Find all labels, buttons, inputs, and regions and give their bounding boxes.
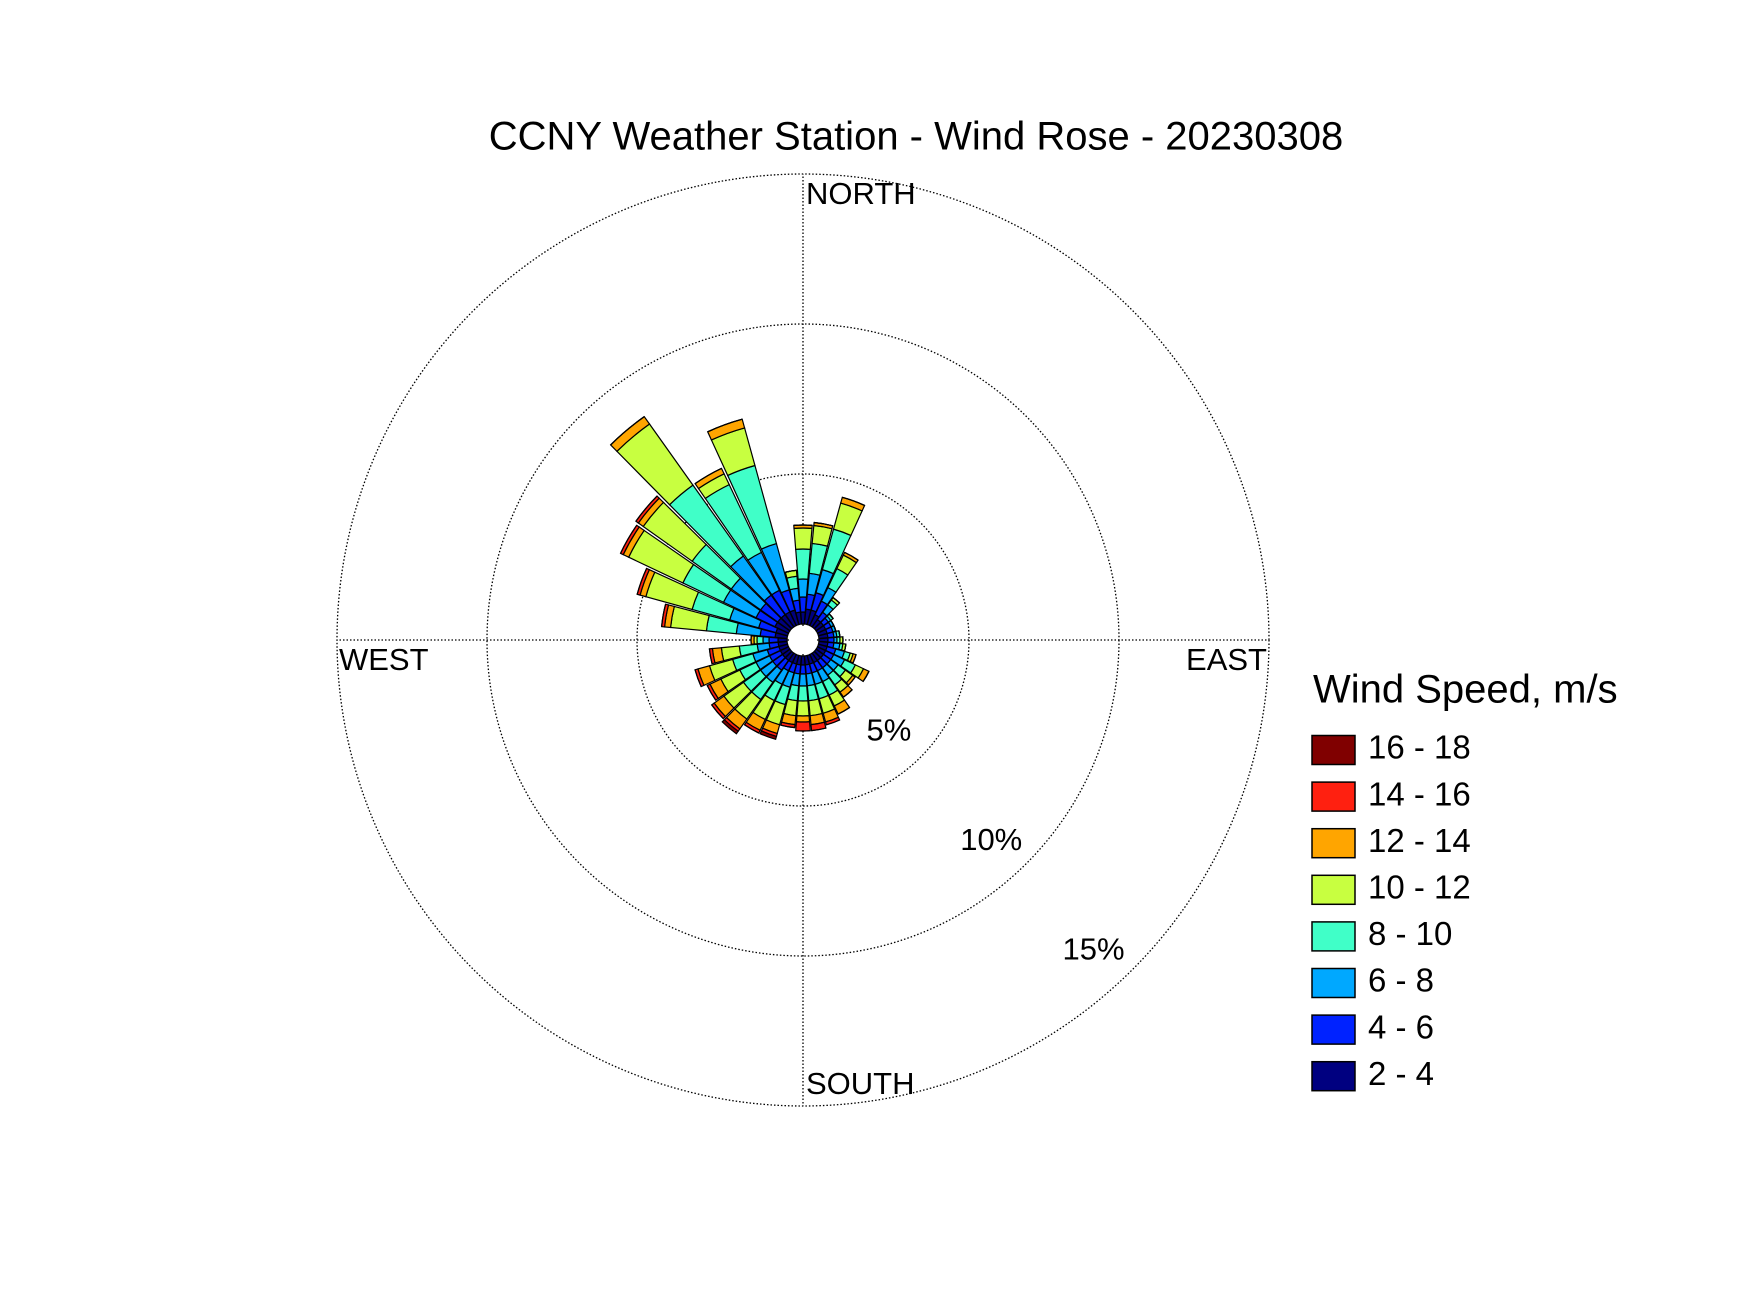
direction-label: EAST — [1186, 642, 1267, 677]
wind-segment — [844, 643, 847, 651]
wind-segment — [826, 719, 840, 726]
wind-segment — [711, 704, 724, 720]
legend-label: 2 - 4 — [1368, 1055, 1434, 1092]
legend-swatch — [1311, 967, 1356, 999]
wind-segment — [636, 568, 648, 595]
wind-segment — [795, 721, 811, 732]
direction-label: NORTH — [806, 176, 916, 211]
wind-segment — [795, 715, 811, 723]
direction-label: WEST — [339, 642, 429, 677]
legend-swatch — [1311, 781, 1356, 812]
center-hole — [789, 626, 817, 654]
wind-segment — [756, 635, 764, 645]
chart-title: CCNY Weather Station - Wind Rose - 20230… — [489, 115, 1344, 159]
legend-label: 8 - 10 — [1368, 915, 1452, 952]
wind-segment — [694, 467, 722, 485]
wind-segment — [610, 416, 645, 446]
legend-swatch — [1311, 921, 1356, 952]
wind-segment — [843, 689, 853, 698]
legend-swatch — [1311, 827, 1356, 859]
legend-label: 12 - 14 — [1368, 822, 1471, 859]
wind-segment — [795, 548, 811, 580]
wind-segment — [827, 636, 835, 644]
legend-label: 14 - 16 — [1368, 775, 1471, 812]
wind-segment — [793, 527, 813, 550]
legend-swatch — [1311, 1014, 1356, 1045]
wind-segment — [798, 673, 808, 687]
wind-segment — [635, 495, 658, 522]
radial-tick-label: 5% — [867, 712, 912, 747]
legend-label: 16 - 18 — [1368, 729, 1471, 766]
wind-segment — [780, 724, 795, 729]
legend-swatch — [1311, 1060, 1356, 1092]
wind-segment — [796, 700, 810, 717]
radial-tick-label: 10% — [960, 822, 1022, 857]
wind-segment — [814, 521, 833, 527]
wind-segment — [759, 730, 778, 741]
legend-label: 6 - 8 — [1368, 962, 1434, 999]
legend-swatch — [1311, 874, 1356, 906]
radial-tick-label: 15% — [1063, 932, 1125, 967]
wind-segment — [721, 718, 739, 735]
wind-segment — [837, 707, 850, 715]
wind-segment — [619, 524, 638, 554]
direction-label: SOUTH — [806, 1066, 915, 1101]
legend-label: 4 - 6 — [1368, 1008, 1434, 1045]
legend-title: Wind Speed, m/s — [1313, 668, 1618, 712]
wind-segment — [785, 569, 797, 573]
legend-swatch — [1311, 734, 1356, 766]
wind-segment — [762, 636, 770, 644]
wind-segment — [811, 727, 827, 732]
wind-segment — [848, 676, 856, 686]
wind-segment — [852, 654, 857, 664]
legend-label: 10 - 12 — [1368, 869, 1471, 906]
wind-segment — [797, 578, 809, 598]
wind-segment — [797, 685, 809, 702]
